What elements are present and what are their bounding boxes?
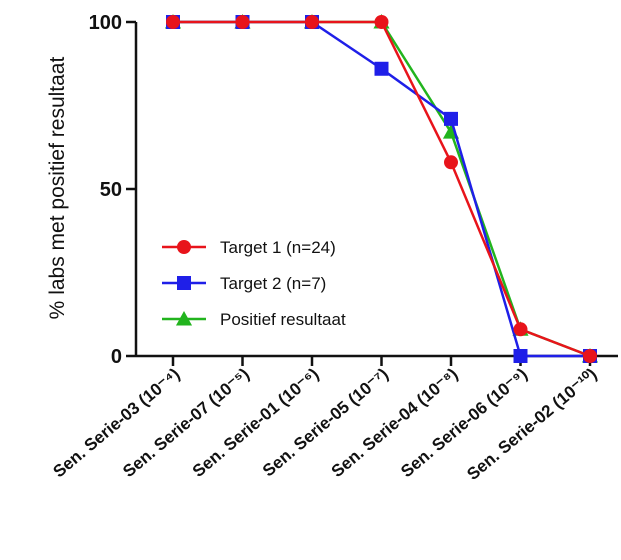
legend-label: Positief resultaat bbox=[220, 310, 346, 329]
series-1 bbox=[166, 15, 597, 363]
y-axis-title: % labs met positief resultaat bbox=[46, 57, 69, 320]
data-point bbox=[177, 240, 191, 254]
data-point bbox=[305, 15, 319, 29]
data-point bbox=[444, 155, 458, 170]
x-tick-label: Sen. Serie-01 (10⁻⁶) bbox=[189, 365, 323, 481]
data-point bbox=[583, 349, 597, 363]
x-tick-label: Sen. Serie-04 (10⁻⁸) bbox=[328, 365, 462, 482]
data-point bbox=[374, 61, 389, 76]
data-point bbox=[166, 15, 180, 29]
y-tick-label: 0 bbox=[111, 346, 122, 368]
data-point bbox=[513, 322, 528, 337]
data-point bbox=[235, 15, 250, 29]
legend-item: Target 1 (n=24) bbox=[162, 238, 336, 257]
legend-item: Target 2 (n=7) bbox=[162, 274, 326, 293]
data-point bbox=[177, 276, 191, 290]
legend-label: Target 2 (n=7) bbox=[220, 274, 326, 293]
x-tick-label: Sen. Serie-03 (10⁻⁴) bbox=[49, 365, 183, 482]
x-tick-label: Sen. Serie-07 (10⁻⁵) bbox=[119, 365, 253, 482]
legend: Target 1 (n=24) Target 2 (n=7) Positief re… bbox=[162, 238, 346, 329]
legend-label: Target 1 (n=24) bbox=[220, 238, 336, 257]
y-tick-label: 100 bbox=[89, 12, 122, 34]
y-tick-label: 50 bbox=[100, 179, 122, 201]
data-point bbox=[513, 349, 528, 363]
x-tick-label: Sen. Serie-05 (10⁻⁷) bbox=[259, 365, 392, 481]
x-tick-label: Sen. Serie-06 (10⁻⁹) bbox=[397, 365, 531, 482]
data-point bbox=[374, 15, 389, 29]
series-layer bbox=[164, 13, 599, 363]
data-point bbox=[175, 310, 193, 326]
legend-item: Positief resultaat bbox=[162, 310, 346, 329]
data-point bbox=[444, 111, 458, 126]
x-tick-label: Sen. Serie-02 (10⁻¹⁰) bbox=[463, 365, 600, 484]
